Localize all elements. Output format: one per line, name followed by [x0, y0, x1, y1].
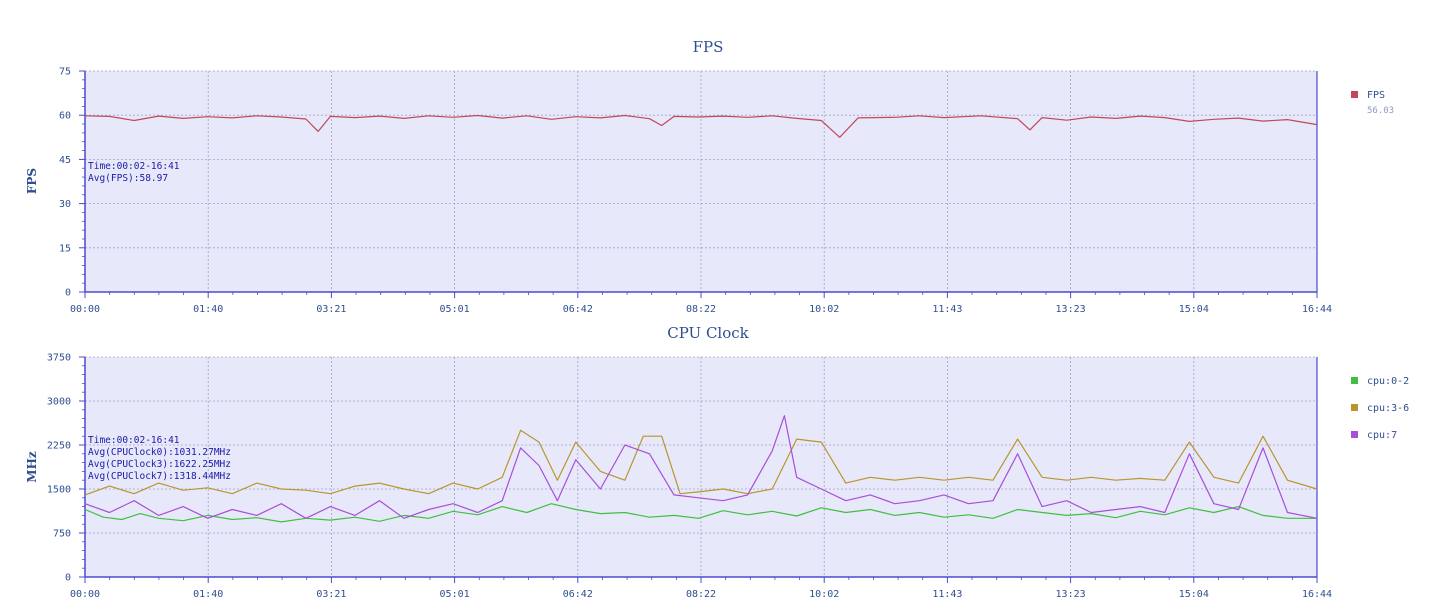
fps-series-group — [84, 114, 1318, 138]
cpu-annotation-avg3: Avg(CPUClock3):1622.25MHz — [88, 459, 231, 470]
fps-ytick-label: 75 — [59, 67, 71, 78]
cpu-ytick-label: 0 — [65, 573, 71, 584]
fps-xtick-label: 10:02 — [809, 304, 839, 315]
fps-xtick-label: 05:01 — [440, 304, 470, 315]
cpu-xtick-label: 15:04 — [1179, 589, 1209, 600]
fps-xtick-label: 15:04 — [1179, 304, 1209, 315]
cpu-series-line-1 — [84, 429, 1318, 496]
fps-ytick-label: 0 — [65, 288, 71, 299]
cpu-ytick-label: 1500 — [47, 485, 71, 496]
cpu-xtick-label: 05:01 — [440, 589, 470, 600]
cpu-xtick-label: 11:43 — [932, 589, 962, 600]
cpu-ytick-label: 3750 — [47, 353, 71, 364]
fps-ytick-label: 60 — [59, 111, 71, 122]
fps-y-label: FPS — [25, 168, 39, 194]
fps-xtick-label: 00:00 — [70, 304, 100, 315]
fps-ytick-label: 30 — [59, 199, 71, 210]
fps-xtick-label: 11:43 — [932, 304, 962, 315]
cpu-chart: CPU Clock 0 750 1500 2250 3000 3750 00:00 01:40… — [25, 324, 1409, 600]
fps-xtick-label: 13:23 — [1056, 304, 1086, 315]
cpu-annotation-avg7: Avg(CPUClock7):1318.44MHz — [88, 471, 231, 482]
fps-legend-swatch[interactable] — [1351, 91, 1358, 98]
fps-xtick-label: 03:21 — [316, 304, 346, 315]
cpu-ytick-label: 750 — [53, 529, 71, 540]
fps-legend-label[interactable]: FPS — [1367, 90, 1385, 101]
fps-xtick-label: 16:44 — [1302, 304, 1332, 315]
cpu-legend-label-0-2[interactable]: cpu:0-2 — [1367, 376, 1409, 387]
cpu-series-line-2 — [84, 415, 1318, 519]
cpu-ytick-label: 3000 — [47, 397, 71, 408]
cpu-y-label: MHz — [25, 451, 39, 483]
cpu-xtick-label: 16:44 — [1302, 589, 1332, 600]
fps-chart: FPS 0 15 30 45 60 75 00:00 01:40 03:21 05:01 06:42… — [25, 38, 1394, 315]
fps-legend-value: 56.03 — [1367, 106, 1394, 116]
cpu-annotation-time: Time:00:02-16:41 — [88, 435, 180, 446]
cpu-xtick-label: 01:40 — [193, 589, 223, 600]
cpu-xtick-label: 03:21 — [316, 589, 346, 600]
fps-ytick-label: 45 — [59, 155, 71, 166]
cpu-series-group — [84, 415, 1318, 523]
fps-ytick-label: 15 — [59, 243, 71, 254]
cpu-legend-swatch-7[interactable] — [1351, 431, 1358, 438]
cpu-annotation-avg0: Avg(CPUClock0):1031.27MHz — [88, 447, 231, 458]
cpu-ytick-label: 2250 — [47, 441, 71, 452]
cpu-xtick-label: 13:23 — [1056, 589, 1086, 600]
fps-xtick-label: 01:40 — [193, 304, 223, 315]
cpu-legend-label-3-6[interactable]: cpu:3-6 — [1367, 403, 1409, 414]
fps-annotation-avg: Avg(FPS):58.97 — [88, 173, 168, 184]
cpu-xtick-label: 10:02 — [809, 589, 839, 600]
cpu-chart-title: CPU Clock — [667, 324, 749, 342]
fps-ticks: 0 15 30 45 60 75 00:00 01:40 03:21 05:01 06:42 08:2… — [59, 67, 1332, 316]
fps-xtick-label: 08:22 — [686, 304, 716, 315]
fps-series-line-0 — [84, 114, 1318, 138]
cpu-legend-label-7[interactable]: cpu:7 — [1367, 430, 1397, 441]
cpu-legend-swatch-3-6[interactable] — [1351, 404, 1358, 411]
cpu-xtick-label: 06:42 — [563, 589, 593, 600]
cpu-series-line-0 — [84, 503, 1317, 523]
cpu-xtick-label: 08:22 — [686, 589, 716, 600]
cpu-ticks: 0 750 1500 2250 3000 3750 00:00 01:40 03:21 05:01… — [47, 353, 1332, 601]
cpu-xtick-label: 00:00 — [70, 589, 100, 600]
fps-annotation-time: Time:00:02-16:41 — [88, 161, 180, 172]
fps-chart-title: FPS — [693, 38, 724, 56]
cpu-legend-swatch-0-2[interactable] — [1351, 377, 1358, 384]
fps-xtick-label: 06:42 — [563, 304, 593, 315]
